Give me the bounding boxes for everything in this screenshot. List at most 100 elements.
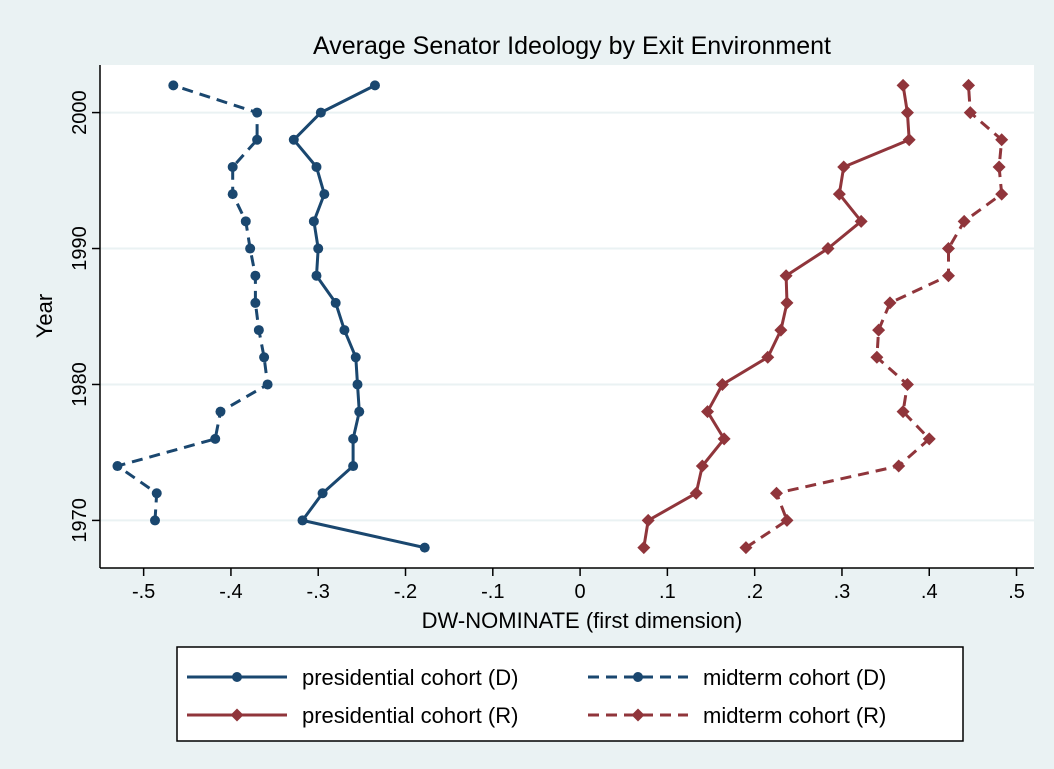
data-point: [151, 488, 162, 499]
data-point: [695, 459, 709, 473]
data-point: [350, 352, 361, 363]
data-point: [227, 189, 238, 200]
data-point: [313, 243, 324, 254]
legend-item: presidential cohort (R): [187, 703, 518, 728]
legend-item: midterm cohort (D): [588, 665, 886, 690]
data-point: [715, 377, 729, 391]
x-tick-label: .4: [921, 581, 938, 603]
data-point: [315, 107, 326, 118]
data-point: [215, 406, 226, 417]
data-point: [250, 297, 261, 308]
series-line: [292, 84, 426, 550]
data-point: [717, 432, 731, 446]
data-point: [369, 80, 380, 91]
legend-label: midterm cohort (D): [703, 665, 886, 690]
data-point: [112, 461, 123, 472]
data-point: [941, 269, 955, 283]
series-layer: [112, 78, 1009, 555]
data-point: [872, 323, 886, 337]
data-point: [870, 350, 884, 364]
data-point: [311, 161, 322, 172]
data-point: [892, 459, 906, 473]
series-line: [116, 83, 270, 521]
data-point: [774, 323, 788, 337]
data-point: [259, 352, 270, 363]
data-point: [995, 187, 1009, 201]
data-point: [821, 242, 835, 256]
data-point: [168, 80, 179, 91]
data-point: [902, 133, 916, 147]
data-point: [896, 78, 910, 92]
data-point: [227, 161, 238, 172]
data-point: [311, 270, 322, 281]
data-point: [330, 297, 341, 308]
data-point: [317, 488, 328, 499]
legend-label: presidential cohort (R): [302, 703, 518, 728]
x-tick-label: .3: [834, 581, 851, 603]
data-point: [701, 405, 715, 419]
data-point: [262, 379, 273, 390]
data-point: [896, 405, 910, 419]
plot-area: [100, 65, 1034, 568]
legend-marker: [633, 672, 643, 682]
series-line: [745, 85, 1004, 549]
data-point: [761, 350, 775, 364]
x-tick-label: .2: [746, 581, 763, 603]
data-point: [832, 187, 846, 201]
x-tick-label: -.2: [394, 581, 417, 603]
x-tick-label: -.3: [307, 581, 330, 603]
legend-marker: [230, 708, 244, 722]
data-point: [240, 216, 251, 227]
legend-marker: [232, 672, 242, 682]
x-tick-label: -.5: [132, 581, 155, 603]
data-point: [739, 541, 753, 555]
legend-label: midterm cohort (R): [703, 703, 886, 728]
data-point: [837, 160, 851, 174]
legend-marker: [631, 708, 645, 722]
legend-label: presidential cohort (D): [302, 665, 518, 690]
series-3: [637, 78, 916, 555]
legend-items: presidential cohort (D) midterm cohort (D…: [187, 665, 886, 728]
data-point: [883, 296, 897, 310]
legend-item: presidential cohort (D): [187, 665, 518, 690]
data-point: [348, 461, 359, 472]
x-axis-label: DW-NOMINATE (first dimension): [422, 608, 743, 633]
data-point: [319, 189, 330, 200]
data-point: [995, 133, 1009, 147]
data-point: [419, 542, 430, 553]
data-point: [339, 325, 350, 336]
data-point: [252, 107, 263, 118]
data-point: [962, 78, 976, 92]
y-tick-label: 2000: [69, 90, 91, 135]
data-point: [253, 325, 264, 336]
data-point: [689, 486, 703, 500]
data-point: [900, 377, 914, 391]
data-point: [779, 269, 793, 283]
x-tick-label: 0: [575, 581, 586, 603]
data-point: [900, 106, 914, 120]
data-point: [641, 513, 655, 527]
data-point: [288, 134, 299, 145]
data-point: [252, 134, 263, 145]
data-point: [992, 160, 1006, 174]
data-point: [354, 406, 365, 417]
y-tick-label: 1990: [69, 226, 91, 271]
legend-box: [176, 646, 964, 742]
series-2: [112, 80, 273, 526]
x-tick-label: -.4: [219, 581, 242, 603]
series-4: [739, 78, 1009, 555]
data-point: [297, 515, 308, 526]
x-tick-label: -.1: [481, 581, 504, 603]
data-point: [769, 486, 783, 500]
x-tick-label: .1: [659, 581, 676, 603]
data-point: [957, 214, 971, 228]
y-tick-label: 1980: [69, 362, 91, 407]
legend: presidential cohort (D) midterm cohort (D…: [176, 646, 964, 742]
legend-item: midterm cohort (R): [588, 703, 886, 728]
data-point: [245, 243, 256, 254]
data-point: [348, 433, 359, 444]
chart-title: Average Senator Ideology by Exit Environ…: [313, 32, 831, 60]
data-point: [854, 214, 868, 228]
data-point: [922, 432, 936, 446]
